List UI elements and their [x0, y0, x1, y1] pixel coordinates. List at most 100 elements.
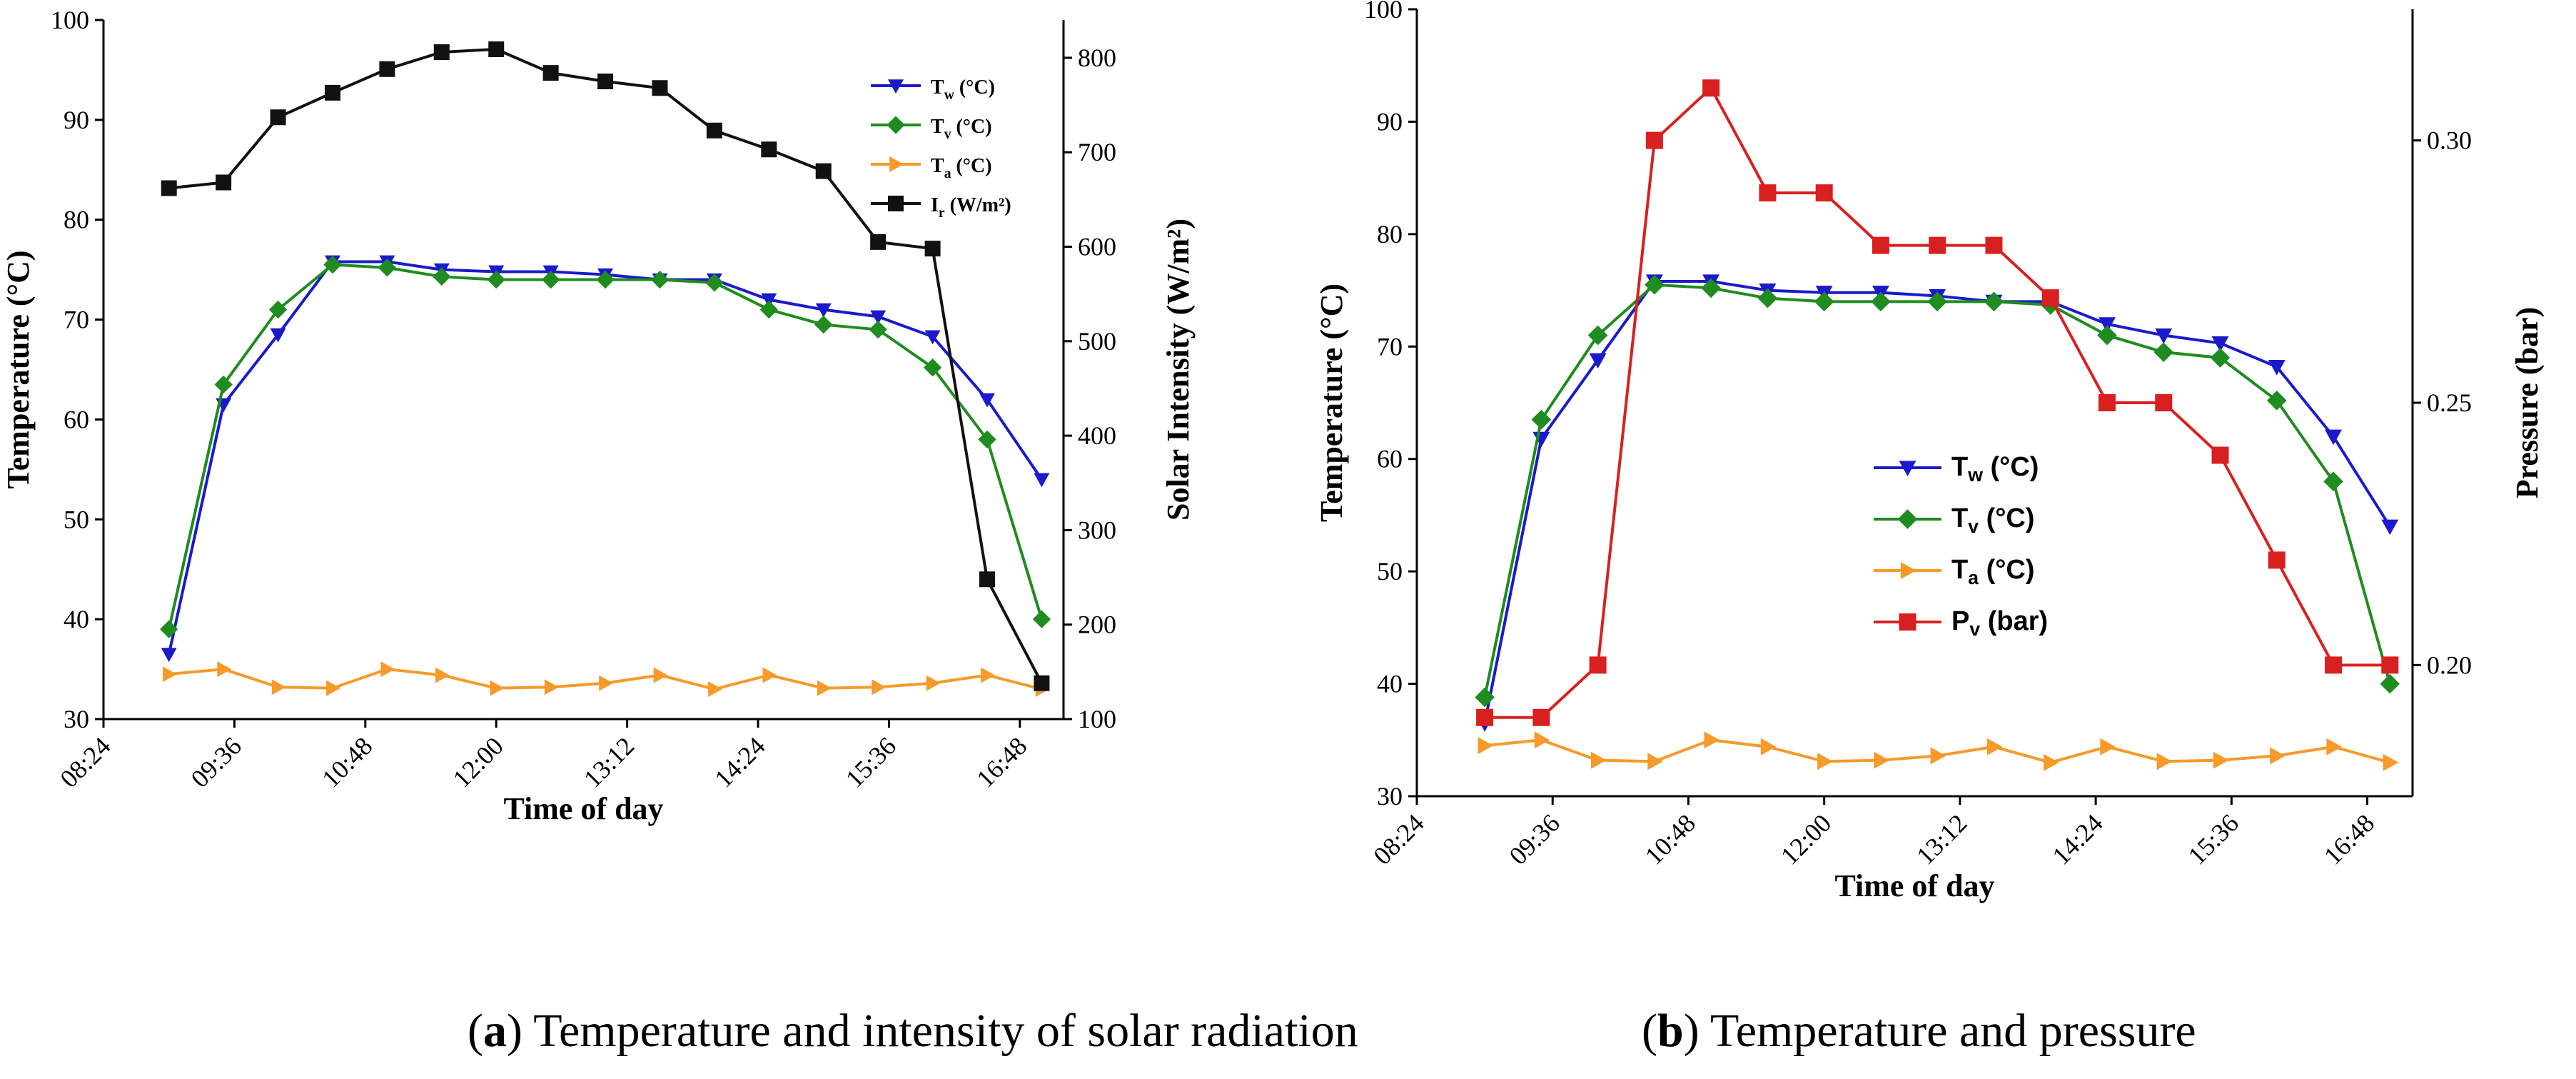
- data-point-ir: [488, 41, 505, 58]
- data-point-tv: [433, 267, 451, 286]
- x-tick-label: 12:00: [1775, 808, 1837, 870]
- legend-label-tw: Tw (°C): [931, 76, 995, 103]
- data-point-tw: [2325, 429, 2343, 446]
- x-tick-label: 08:24: [1368, 808, 1429, 870]
- x-tick-label: 10:48: [1640, 808, 1701, 870]
- data-point-ir: [597, 73, 614, 89]
- data-point-tv: [978, 430, 996, 449]
- data-point-tv: [323, 256, 342, 274]
- y-left-tick-label: 100: [1364, 0, 1403, 24]
- chart-a: 08:24 09:36 10:48 12:00 13:12 14:24 15:36 16:48…: [1, 6, 1196, 826]
- data-point-pv: [1985, 236, 2003, 254]
- data-point-tv: [268, 300, 288, 319]
- data-point-tw: [870, 310, 887, 325]
- y-left-axis-title: Temperature (°C): [1, 250, 36, 488]
- data-point-tv: [1701, 278, 1721, 298]
- x-tick-label: 16:48: [2318, 808, 2380, 870]
- data-point-tw: [815, 303, 832, 318]
- y-left-tick-label: 80: [64, 206, 89, 234]
- data-point-ir: [652, 80, 668, 96]
- y-left-tick-label: 100: [51, 6, 89, 34]
- data-point-pv: [1759, 184, 1777, 202]
- x-tick-label: 13:12: [1911, 808, 1972, 870]
- data-point-tw: [2155, 328, 2173, 344]
- data-point-tw: [761, 293, 777, 308]
- data-point-tv: [1871, 291, 1891, 312]
- x-tick-label: 16:48: [971, 731, 1032, 793]
- caption-a-text: Temperature and intensity of solar radia…: [522, 1005, 1358, 1057]
- caption-b-text: Temperature and pressure: [1699, 1005, 2196, 1057]
- x-tick-label: 14:24: [2047, 808, 2108, 870]
- x-tick-label: 10:48: [316, 731, 378, 793]
- y-left-tick-label: 70: [1377, 332, 1403, 361]
- data-point-tv: [214, 375, 233, 394]
- data-point-tw: [2211, 336, 2229, 352]
- data-point-ta: [1647, 753, 1663, 771]
- caption-a: (a) Temperature and intensity of solar r…: [468, 1005, 1358, 1057]
- caption-b-letter: b: [1657, 1005, 1684, 1057]
- data-point-ta: [2044, 753, 2059, 771]
- x-tick-label: 14:24: [709, 731, 770, 793]
- data-point-pv: [1702, 79, 1720, 97]
- data-point-pv: [1532, 708, 1550, 726]
- data-point-tw: [979, 393, 996, 408]
- legend-marker-ta: [889, 156, 904, 172]
- data-point-ta: [599, 675, 614, 691]
- data-point-ir: [542, 65, 559, 81]
- data-point-ta: [380, 661, 395, 678]
- data-point-tv: [1757, 288, 1778, 308]
- data-point-ir: [324, 84, 340, 101]
- data-point-pv: [1815, 184, 1833, 202]
- data-point-ir: [870, 234, 887, 250]
- legend-marker-tv: [887, 116, 905, 134]
- legend-label-ir: Ir (W/m²): [931, 194, 1011, 221]
- y-left-tick-label: 70: [64, 306, 89, 334]
- x-tick-label: 09:36: [186, 731, 247, 793]
- data-point-ta: [217, 661, 232, 678]
- data-point-tv: [1475, 687, 1495, 708]
- data-point-tw: [1589, 353, 1607, 369]
- data-point-ta: [653, 667, 668, 683]
- data-point-ta: [708, 681, 722, 698]
- series-line-tv: [1483, 283, 2392, 698]
- y-right-tick-label: 100: [1078, 705, 1116, 733]
- data-point-tw: [2268, 360, 2285, 376]
- legend-marker-ta: [1900, 562, 1916, 579]
- y-right-tick-label: 0.30: [2427, 126, 2472, 155]
- data-point-ir: [924, 241, 941, 257]
- data-point-tw: [2381, 519, 2399, 536]
- y-left-tick-label: 80: [1377, 220, 1403, 249]
- data-point-tv: [759, 300, 778, 319]
- data-point-ta: [544, 679, 559, 696]
- data-point-ta: [872, 679, 887, 696]
- data-point-ta: [1478, 737, 1494, 755]
- y-right-tick-label: 0.25: [2427, 388, 2472, 417]
- data-point-pv: [2041, 289, 2059, 307]
- data-point-tv: [2323, 471, 2343, 491]
- y-right-axis-title: Pressure (bar): [2510, 307, 2545, 498]
- data-point-pv: [1872, 236, 1889, 254]
- data-point-pv: [1476, 708, 1494, 726]
- y-right-tick-label: 800: [1078, 44, 1116, 72]
- data-point-ta: [2270, 747, 2285, 765]
- data-point-ir: [433, 44, 450, 60]
- y-left-tick-label: 40: [64, 605, 89, 633]
- legend-marker-tv: [1897, 509, 1918, 529]
- data-point-pv: [2098, 394, 2116, 411]
- data-point-tv: [2380, 673, 2400, 694]
- data-point-tv: [1645, 274, 1665, 295]
- data-point-ta: [817, 680, 832, 696]
- y-left-tick-label: 50: [64, 505, 89, 533]
- y-right-tick-label: 700: [1078, 138, 1116, 166]
- data-point-tv: [2153, 342, 2174, 362]
- data-point-tv: [160, 620, 178, 638]
- y-right-tick-label: 300: [1078, 516, 1116, 544]
- data-point-ta: [1817, 753, 1833, 771]
- data-point-pv: [1645, 131, 1663, 149]
- series-line-tv: [167, 263, 1044, 630]
- data-point-pv: [2155, 394, 2173, 411]
- data-point-ta: [762, 667, 777, 683]
- caption-b: (b) Temperature and pressure: [1642, 1005, 2196, 1057]
- x-tick-label: 15:36: [840, 731, 901, 793]
- x-tick-label: 12:00: [448, 731, 509, 793]
